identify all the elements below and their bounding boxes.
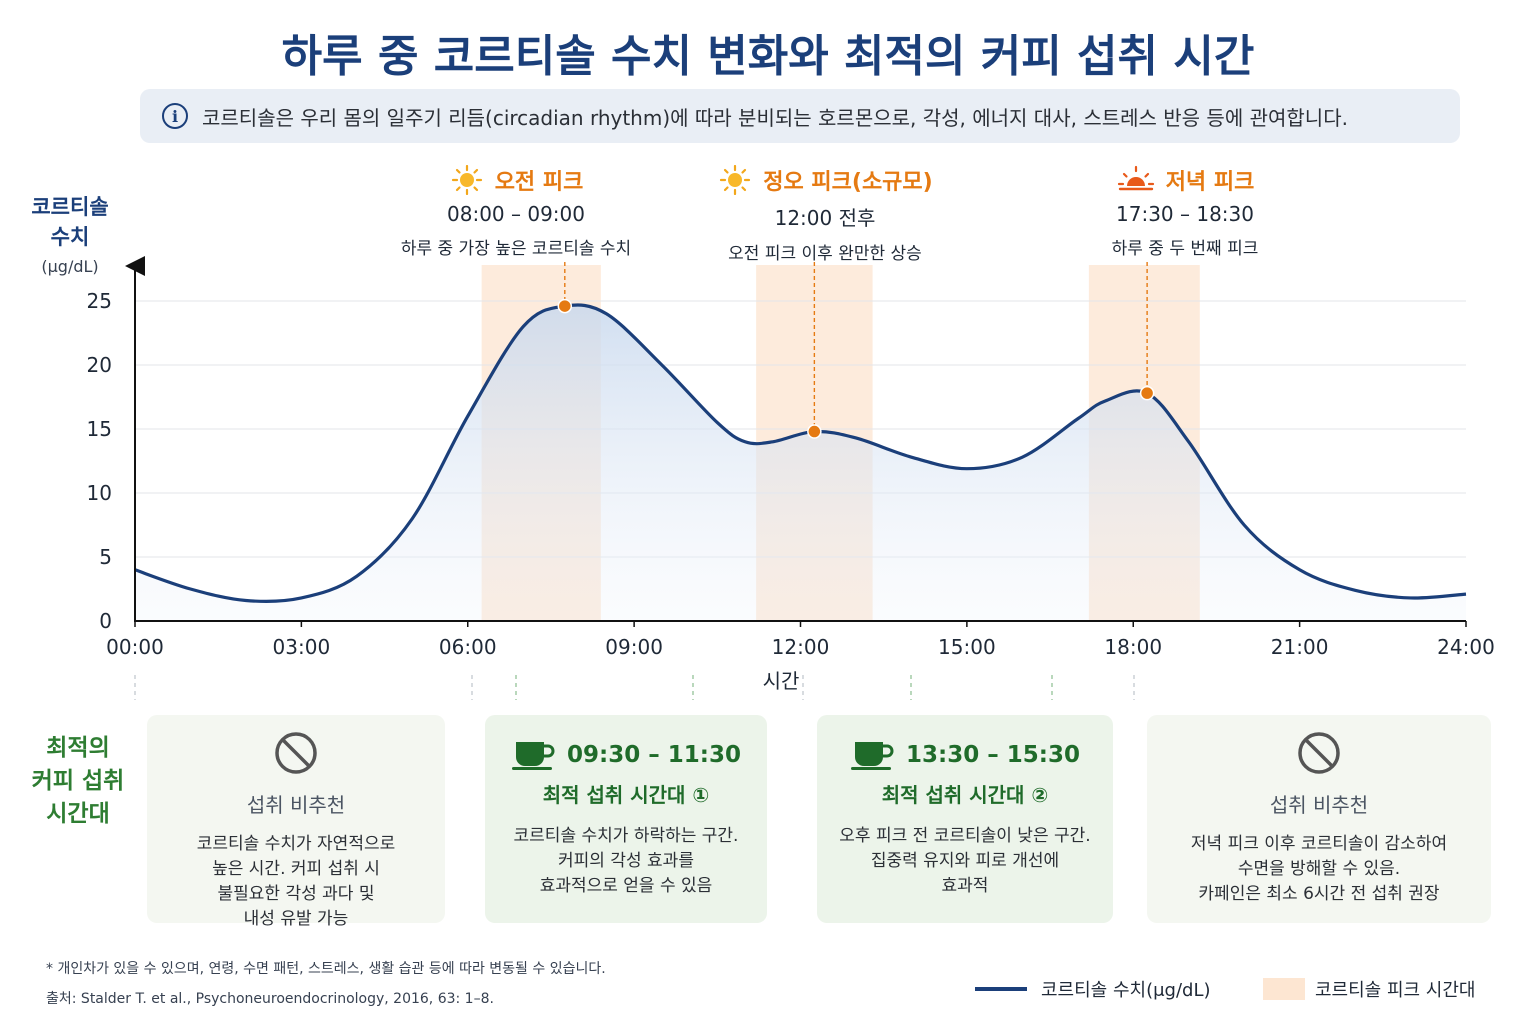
section-dividers <box>134 675 1135 700</box>
card-time: 09:30 – 11:30 <box>567 742 741 768</box>
card-subtitle: 최적 섭취 시간대 ② <box>881 783 1049 807</box>
card-subtitle: 최적 섭취 시간대 ① <box>542 783 710 807</box>
sun-icon <box>451 165 482 195</box>
x-tick-label: 18:00 <box>1104 635 1162 659</box>
peak-time: 12:00 전후 <box>774 206 876 230</box>
x-tick-label: 24:00 <box>1437 635 1495 659</box>
peak-name: 저녁 피크 <box>1165 170 1255 195</box>
peak-time: 08:00 – 09:00 <box>447 202 585 226</box>
peak-header-morning: 오전 피크 08:00 – 09:00 하루 중 가장 높은 코르티솔 수치 <box>376 164 656 259</box>
x-tick-label: 03:00 <box>273 635 331 659</box>
card-body: 코르티솔 수치가 하락하는 구간. 커피의 각성 효과를 효과적으로 얻을 수 … <box>513 826 739 896</box>
no-entry-icon <box>275 732 317 774</box>
legend-label: 코르티솔 피크 시간대 <box>1315 980 1476 1001</box>
x-tick-label: 09:00 <box>605 635 663 659</box>
cortisol-chart: 0 5 10 15 20 25 00:00 03:00 06:00 09:00 12:00 15:0… <box>87 256 1495 700</box>
sunset-icon <box>1117 165 1154 191</box>
peak-header-evening: 저녁 피크 17:30 – 18:30 하루 중 두 번째 피크 <box>1050 164 1320 259</box>
coffee-card-optimal-1: 09:30 – 11:30 최적 섭취 시간대 ① 코르티솔 수치가 하락하는 … <box>485 715 767 923</box>
peak-name: 정오 피크(소규모) <box>763 170 933 195</box>
coffee-card-not-recommended-evening: 섭취 비추천 저녁 피크 이후 코르티솔이 감소하여 수면을 방해할 수 있음.… <box>1147 715 1491 923</box>
legend-label: 코르티솔 수치(μg/dL) <box>1041 980 1211 1001</box>
x-tick-labels: 00:00 03:00 06:00 09:00 12:00 15:00 18:00 21:00… <box>106 621 1495 659</box>
card-body: 코르티솔 수치가 자연적으로 높은 시간. 커피 섭취 시 불필요한 각성 과다… <box>196 834 396 929</box>
coffee-section-title-line: 시간대 <box>46 801 110 827</box>
coffee-section-title-line: 커피 섭취 <box>31 768 125 794</box>
y-axis-title-line: 수치 <box>50 225 90 249</box>
y-tick-label: 15 <box>87 417 112 441</box>
sun-icon <box>720 165 751 195</box>
cortisol-line <box>134 303 1467 604</box>
coffee-cup-icon <box>512 742 555 770</box>
x-tick-label: 06:00 <box>439 635 497 659</box>
info-icon: i <box>162 103 188 129</box>
legend-band-swatch <box>1263 978 1305 1000</box>
cortisol-area <box>135 304 1466 621</box>
coffee-card-not-recommended-morning: 섭취 비추천 코르티솔 수치가 자연적으로 높은 시간. 커피 섭취 시 불필요… <box>147 715 445 929</box>
legend-line-swatch <box>975 987 1027 991</box>
card-label: 섭취 비추천 <box>1269 793 1369 817</box>
coffee-card-optimal-2: 13:30 – 15:30 최적 섭취 시간대 ② 오후 피크 전 코르티솔이 … <box>817 715 1113 923</box>
peak-guide-lines <box>564 262 1148 432</box>
peak-name: 오전 피크 <box>494 170 584 195</box>
x-tick-label: 00:00 <box>106 635 164 659</box>
y-tick-label: 5 <box>99 545 112 569</box>
info-text: 코르티솔은 우리 몸의 일주기 리듬(circadian rhythm)에 따라… <box>202 105 1348 130</box>
x-tick-label: 21:00 <box>1271 635 1329 659</box>
x-tick-label: 12:00 <box>772 635 830 659</box>
peak-desc: 오전 피크 이후 완만한 상승 <box>728 244 922 264</box>
x-axis-title: 시간 <box>763 669 800 693</box>
info-banner: i 코르티솔은 우리 몸의 일주기 리듬(circadian rhythm)에 … <box>140 89 1460 143</box>
peak-time: 17:30 – 18:30 <box>1116 202 1254 226</box>
peak-desc: 하루 중 두 번째 피크 <box>1111 239 1259 259</box>
coffee-section-title-line: 최적의 <box>46 735 110 761</box>
x-tick-label: 15:00 <box>938 635 996 659</box>
y-axis-title: 코르티솔 수치 (μg/dL) <box>20 192 120 282</box>
source-citation: 출처: Stalder T. et al., Psychoneuroendocr… <box>46 991 494 1007</box>
y-axis-title-line: 코르티솔 <box>31 195 109 219</box>
card-label: 섭취 비추천 <box>246 793 346 817</box>
peak-marker <box>557 298 573 314</box>
legend-item-line: 코르티솔 수치(μg/dL) <box>975 976 1211 1002</box>
y-tick-labels: 0 5 10 15 20 25 <box>87 289 112 633</box>
y-axis-unit: (μg/dL) <box>41 257 99 276</box>
peak-marker <box>1139 385 1155 401</box>
card-body: 저녁 피크 이후 코르티솔이 감소하여 수면을 방해할 수 있음. 카페인은 최… <box>1190 834 1448 904</box>
coffee-section-title: 최적의 커피 섭취 시간대 <box>18 732 138 831</box>
card-time: 13:30 – 15:30 <box>906 742 1080 768</box>
y-tick-label: 20 <box>87 353 112 377</box>
legend-item-band: 코르티솔 피크 시간대 <box>1263 976 1475 1002</box>
peak-markers <box>557 298 1155 439</box>
peak-header-noon: 정오 피크(소규모) 12:00 전후 오전 피크 이후 완만한 상승 <box>680 164 970 264</box>
footnote: * 개인차가 있을 수 있으며, 연령, 수면 패턴, 스트레스, 생활 습관 … <box>46 961 606 977</box>
coffee-cup-icon <box>851 742 894 770</box>
card-body: 오후 피크 전 코르티솔이 낮은 구간. 집중력 유지와 피로 개선에 효과적 <box>839 826 1091 896</box>
page-title: 하루 중 코르티솔 수치 변화와 최적의 커피 섭취 시간 <box>281 31 1255 82</box>
y-tick-label: 25 <box>87 289 112 313</box>
no-entry-icon <box>1298 732 1340 774</box>
y-tick-label: 10 <box>87 481 112 505</box>
peak-desc: 하루 중 가장 높은 코르티솔 수치 <box>400 239 632 259</box>
y-tick-label: 0 <box>99 609 112 633</box>
peak-marker <box>807 424 822 439</box>
